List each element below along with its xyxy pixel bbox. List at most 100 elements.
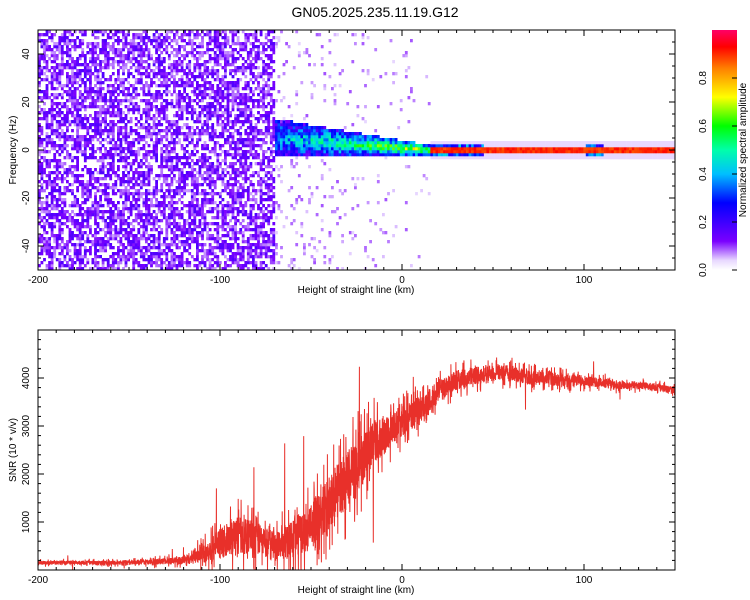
heatmap-cell: [239, 93, 243, 97]
heatmap-cell: [124, 63, 128, 67]
heatmap-cell: [119, 189, 123, 193]
heatmap-cell: [78, 255, 82, 259]
heatmap-cell: [264, 84, 268, 88]
heatmap-cell: [231, 108, 235, 112]
heatmap-cell: [101, 249, 105, 253]
heatmap-cell: [76, 72, 79, 76]
heatmap-cell: [145, 258, 148, 262]
heatmap-cell: [297, 195, 301, 199]
heatmap-cell: [155, 105, 158, 109]
heatmap-cell: [167, 204, 171, 208]
heatmap-cell: [160, 57, 164, 61]
heatmap-cell: [262, 141, 265, 145]
heatmap-cell: [129, 201, 133, 205]
heatmap-cell: [277, 204, 281, 208]
heatmap-cell: [157, 189, 161, 193]
heatmap-cell: [71, 264, 74, 268]
heatmap-cell: [198, 42, 202, 46]
heatmap-cell: [221, 111, 225, 115]
heatmap-cell: [252, 144, 255, 148]
heatmap-cell: [292, 258, 296, 262]
heatmap-cell: [252, 126, 255, 130]
heatmap-cell: [310, 255, 314, 259]
heatmap-cell: [152, 72, 156, 76]
heatmap-cell: [58, 39, 62, 43]
heatmap-cell: [190, 228, 194, 232]
heatmap-cell: [45, 150, 49, 154]
heatmap-cell: [117, 87, 120, 91]
heatmap-cell: [147, 210, 151, 214]
heatmap-cell: [94, 93, 97, 97]
heatmap-cell: [117, 51, 120, 55]
heatmap-cell: [91, 213, 95, 217]
heatmap-cell: [257, 129, 260, 133]
heatmap-cell: [257, 162, 260, 166]
heatmap-cell: [106, 168, 110, 172]
heatmap-cell: [155, 246, 158, 250]
heatmap-cell: [272, 60, 276, 64]
heatmap-cell: [134, 240, 138, 244]
heatmap-cell: [60, 213, 64, 217]
heatmap-cell: [78, 240, 82, 244]
heatmap-cell: [269, 93, 273, 97]
heatmap-cell: [122, 72, 125, 76]
heatmap-cell: [43, 243, 46, 247]
heatmap-cell: [254, 192, 258, 196]
heatmap-cell: [229, 111, 232, 115]
heatmap-cell: [229, 192, 232, 196]
heatmap-cell: [264, 126, 268, 130]
heatmap-cell: [40, 189, 44, 193]
heatmap-cell: [58, 120, 62, 124]
heatmap-cell: [216, 237, 220, 241]
heatmap-cell: [60, 45, 64, 49]
heatmap-cell: [137, 141, 141, 145]
heatmap-cell: [178, 228, 181, 232]
heatmap-cell: [71, 129, 74, 133]
heatmap-cell: [157, 36, 161, 40]
heatmap-cell: [45, 249, 49, 253]
heatmap-cell: [134, 105, 138, 109]
heatmap-cell: [99, 66, 102, 70]
heatmap-cell: [236, 243, 240, 247]
heatmap-cell: [40, 225, 44, 229]
heatmap-cell: [134, 258, 138, 262]
heatmap-cell: [193, 216, 197, 220]
heatmap-cell: [81, 78, 85, 82]
heatmap-cell: [94, 102, 97, 106]
heatmap-cell: [106, 90, 110, 94]
heatmap-cell: [109, 255, 113, 259]
heatmap-cell: [275, 45, 278, 49]
heatmap-cell: [117, 75, 120, 79]
heatmap-cell: [173, 141, 176, 145]
heatmap-cell: [147, 204, 151, 208]
heatmap-cell: [267, 120, 271, 124]
heatmap-cell: [63, 123, 67, 127]
heatmap-cell: [224, 204, 227, 208]
heatmap-cell: [167, 42, 171, 46]
heatmap-cell: [275, 144, 278, 148]
heatmap-cell: [165, 87, 169, 91]
heatmap-cell: [185, 105, 189, 109]
heatmap-cell: [198, 174, 202, 178]
heatmap-cell: [60, 192, 64, 196]
heatmap-cell: [124, 147, 128, 151]
heatmap-cell: [139, 246, 143, 250]
heatmap-cell: [254, 261, 258, 265]
heatmap-cell: [165, 174, 169, 178]
heatmap-cell: [78, 237, 82, 241]
heatmap-cell: [175, 201, 179, 205]
heatmap-cell: [236, 147, 240, 151]
heatmap-cell: [73, 213, 77, 217]
heatmap-cell: [198, 243, 202, 247]
heatmap-cell: [285, 147, 288, 151]
heatmap-cell: [91, 117, 95, 121]
heatmap-cell: [269, 153, 273, 157]
heatmap-cell: [129, 96, 133, 100]
heatmap-cell: [117, 135, 120, 139]
heatmap-cell: [106, 237, 110, 241]
heatmap-cell: [216, 45, 220, 49]
heatmap-cell: [297, 153, 301, 157]
heatmap-cell: [53, 33, 57, 37]
heatmap-cell: [45, 159, 49, 163]
heatmap-cell: [282, 117, 286, 121]
